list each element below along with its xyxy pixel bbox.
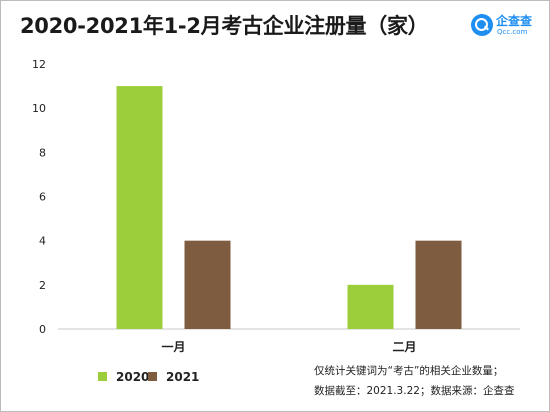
y-tick-label: 10 <box>32 102 46 115</box>
y-tick-label: 4 <box>39 235 46 248</box>
y-tick-label: 0 <box>39 323 46 336</box>
legend-swatch-2020 <box>98 372 107 381</box>
logo-search-icon <box>471 14 493 36</box>
chart-title: 2020-2021年1-2月考古企业注册量（家） <box>20 14 429 38</box>
footnote-line-2: 数据截至：2021.3.22；数据来源：企查查 <box>314 385 515 397</box>
logo-domain: Qcc.com <box>497 28 528 36</box>
y-tick-label: 6 <box>39 191 46 204</box>
legend-label-2021: 2021 <box>166 370 200 384</box>
legend-swatch-2021 <box>148 372 157 381</box>
legend-item-2021: 2021 <box>148 370 199 384</box>
bar-2020-2 <box>347 284 394 329</box>
y-tick-label: 2 <box>39 279 46 292</box>
footnote: 仅统计关键词为“考古”的相关企业数量； 数据截至：2021.3.22；数据来源：… <box>314 361 514 401</box>
legend-label-2020: 2020 <box>116 370 150 384</box>
logo-name: 企查查 <box>496 14 533 28</box>
bar-2021-2 <box>415 240 462 329</box>
legend-item-2020: 2020 <box>98 370 149 384</box>
x-category-label: 二月 <box>392 340 416 354</box>
brand-logo: 企查查 Qcc.com <box>471 12 543 40</box>
bar-2021-1 <box>184 240 231 329</box>
footnote-line-1: 仅统计关键词为“考古”的相关企业数量； <box>314 365 504 377</box>
y-tick-label: 12 <box>32 58 46 71</box>
bar-2020-1 <box>116 86 163 329</box>
x-category-label: 一月 <box>161 340 185 354</box>
y-tick-label: 8 <box>39 146 46 159</box>
